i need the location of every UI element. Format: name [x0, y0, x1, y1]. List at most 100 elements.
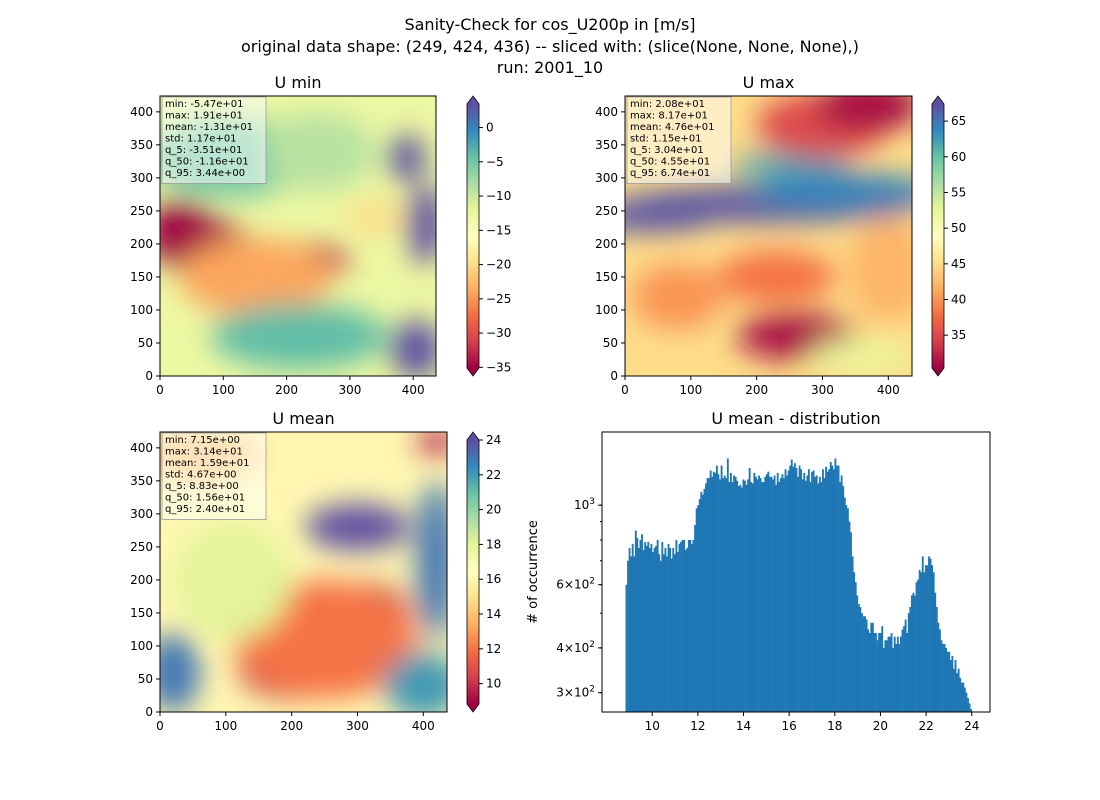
histogram-bar	[676, 552, 679, 712]
histogram-bar	[882, 647, 885, 712]
histogram-bar	[776, 472, 779, 712]
histogram-bar	[899, 636, 902, 712]
x-tick-label: 20	[873, 719, 888, 733]
histogram-bar	[801, 479, 804, 712]
colorbar-tick-label: 22	[486, 468, 501, 482]
colorbar-extend-max	[467, 96, 479, 104]
histogram-bar	[706, 478, 709, 712]
histogram-bar	[959, 677, 962, 712]
colorbar	[932, 104, 944, 368]
histogram-bar	[793, 463, 796, 712]
histogram-bar	[857, 604, 860, 712]
panel-hist: U mean - distribution 10 12 14 16 18 20 22 24 3×1…	[526, 409, 991, 733]
histogram-bar	[901, 629, 904, 712]
colorbar-frame	[466, 95, 480, 377]
histogram-bar	[906, 633, 909, 712]
histogram-bar	[850, 532, 852, 712]
histogram-bar	[642, 549, 645, 712]
histogram-bar	[949, 660, 952, 712]
histogram-bar	[923, 572, 926, 712]
histogram-bar	[723, 475, 726, 712]
histogram-bar	[937, 622, 940, 712]
y-tick-label: 150	[595, 270, 618, 284]
x-tick-label: 300	[811, 383, 834, 397]
histogram-bar	[647, 541, 650, 712]
y-tick-label: 300	[130, 171, 153, 185]
histogram-bar	[948, 651, 951, 712]
histogram-bar	[687, 539, 690, 712]
heatmap-feature	[160, 632, 200, 712]
panel-title: U mean - distribution	[711, 409, 880, 428]
histogram-bar	[764, 476, 767, 712]
histogram-bar	[807, 469, 810, 712]
histogram-bar	[931, 565, 934, 712]
histogram-bar	[680, 541, 682, 712]
histogram-bar	[914, 595, 916, 712]
histogram-bar	[719, 479, 721, 712]
suptitle: Sanity-Check for cos_U200p in [m/s] orig…	[241, 15, 859, 78]
histogram-bar	[878, 633, 881, 712]
histogram-bar	[636, 538, 639, 712]
histogram-bar	[956, 673, 959, 712]
histogram-bar	[851, 556, 854, 712]
histogram-bar	[773, 475, 776, 712]
histogram-bar	[751, 483, 754, 712]
x-tick-label: 14	[736, 719, 751, 733]
y-tick-label: 400	[130, 441, 153, 455]
stats-box-frame	[626, 96, 732, 184]
histogram-bar	[634, 530, 637, 712]
histogram-bar	[747, 479, 750, 712]
histogram-bar	[892, 647, 895, 712]
histogram-bar	[675, 539, 678, 712]
histogram-bar	[929, 558, 932, 712]
heatmap-feature	[387, 134, 426, 182]
histogram-bar	[928, 556, 930, 712]
histogram-bar	[708, 478, 711, 712]
heatmap-feature	[173, 520, 292, 640]
heatmap-feature	[717, 250, 836, 304]
histogram-bar	[754, 476, 757, 712]
histogram-bar	[839, 482, 842, 712]
histogram-bar	[694, 525, 696, 712]
panel-title: U min	[275, 73, 322, 92]
histogram-bar	[953, 668, 955, 712]
histogram-bar	[628, 547, 631, 712]
histogram-bar	[865, 619, 868, 712]
histogram-bar	[686, 547, 689, 712]
stats-box-frame	[161, 432, 267, 520]
histogram-bar	[815, 475, 818, 712]
histogram-bar	[639, 539, 642, 712]
histogram-bar	[750, 482, 753, 712]
histogram-bar	[859, 607, 862, 712]
histogram-bar	[714, 472, 717, 712]
y-tick-label: 250	[130, 540, 153, 554]
heatmap-feature	[210, 303, 388, 370]
histogram-bar	[761, 482, 764, 712]
colorbar-tick-label: −20	[486, 258, 511, 272]
histogram-bar	[818, 476, 821, 712]
heatmap-feature	[416, 480, 447, 640]
histogram-bar	[848, 521, 851, 712]
histogram-bar	[692, 539, 695, 712]
suptitle-line-2: original data shape: (249, 424, 436) -- …	[241, 37, 859, 56]
histogram-bar	[697, 505, 700, 712]
colorbar-tick-label: −35	[486, 360, 511, 374]
histogram-bar	[726, 458, 729, 712]
x-tick-label: 400	[412, 719, 435, 733]
histogram-bar	[762, 482, 765, 712]
panel-umin: U min 0 100 200 300 400 0 50 100 150 200 250 300 350 4…	[130, 73, 511, 397]
histogram-bar	[904, 619, 907, 712]
histogram-bar	[965, 692, 968, 712]
x-tick-label: 400	[402, 383, 425, 397]
histogram-bar	[837, 465, 840, 712]
histogram-bar	[932, 572, 935, 712]
histogram-bar	[864, 616, 866, 712]
heatmap-feature	[383, 652, 447, 712]
histogram-bar	[684, 549, 687, 712]
x-tick-label: 18	[827, 719, 842, 733]
stats-line: q_50: 4.55e+01	[630, 157, 710, 168]
heatmap-feature	[631, 263, 724, 330]
colorbar-tick-label: 20	[486, 503, 501, 517]
colorbar-tick-label: 0	[486, 121, 494, 135]
